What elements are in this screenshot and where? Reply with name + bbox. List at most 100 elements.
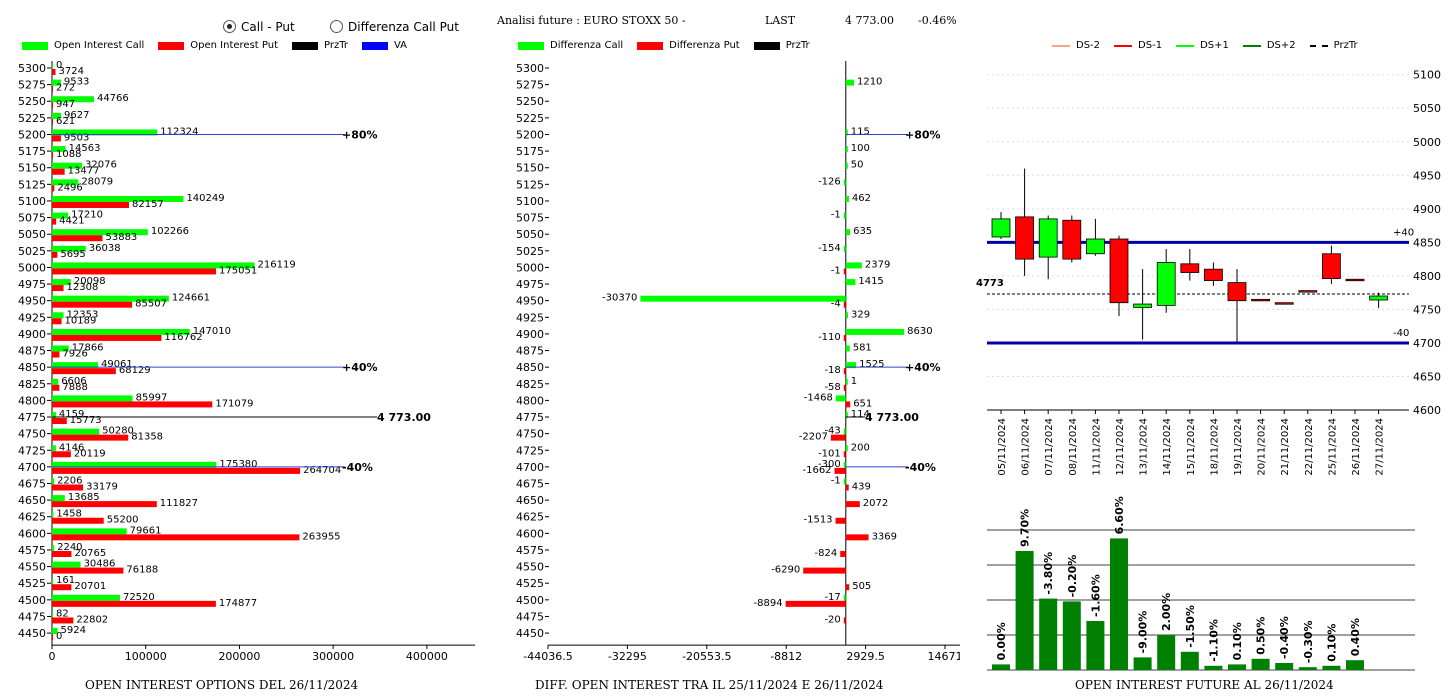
call-bar — [52, 445, 56, 452]
strike-label: 4475 — [516, 610, 544, 623]
future-oi-bar — [1204, 665, 1223, 670]
value-label: -1 — [831, 476, 841, 487]
put-bar — [52, 285, 64, 292]
candle-body — [991, 218, 1011, 238]
strike-label: 5175 — [18, 145, 46, 158]
strike-label: 5250 — [18, 95, 46, 108]
put-bar — [52, 567, 124, 574]
value-label: 81358 — [131, 432, 163, 443]
call-bar — [52, 594, 120, 601]
legend-label: Differenza Put — [669, 40, 740, 51]
strike-label: 4750 — [18, 428, 46, 441]
future-oi-label: -0.30% — [1302, 620, 1315, 663]
put-bar — [52, 69, 56, 75]
date-label: 11/11/2024 — [1091, 418, 1102, 476]
put-bar — [52, 102, 53, 109]
value-label: 216119 — [258, 259, 296, 270]
legend-item: PrzTr — [753, 40, 810, 51]
put-bar — [52, 218, 57, 225]
value-label: 6606 — [61, 376, 86, 387]
y-tick-label: 5050 — [1413, 102, 1441, 115]
value-label: 53883 — [105, 232, 137, 243]
call-bar — [52, 162, 83, 169]
value-label: 5924 — [61, 625, 86, 636]
value-label: 3724 — [58, 66, 83, 77]
legend-swatch — [292, 41, 318, 50]
y-tick-label: 4600 — [1413, 404, 1441, 417]
x-tick-label: -32295 — [608, 650, 647, 663]
call-bar — [52, 279, 71, 286]
strike-label: 4525 — [18, 577, 46, 590]
call-bar — [843, 245, 846, 252]
put-bar — [52, 484, 84, 491]
put-bar — [843, 334, 846, 341]
put-bar — [52, 368, 116, 375]
value-label: 12308 — [67, 282, 99, 293]
candle-body — [1133, 303, 1153, 308]
value-label: -1662 — [802, 465, 831, 476]
call-bar — [843, 428, 846, 435]
call-bar — [845, 328, 905, 335]
y-tick-label: 4800 — [1413, 270, 1441, 283]
value-label: 4146 — [59, 442, 84, 453]
date-label: 13/11/2024 — [1139, 418, 1150, 476]
value-label: 68129 — [119, 365, 151, 376]
call-bar — [52, 328, 190, 335]
value-label: 651 — [853, 398, 872, 409]
call-bar — [52, 428, 100, 435]
value-label: 115 — [851, 126, 870, 137]
future-oi-chart: 0.00% 9.70% -3.80% -0.20% -1.60% 6.60% -9.00% 2… — [987, 496, 1415, 671]
strike-label: 5200 — [18, 128, 46, 141]
value-label: 20765 — [74, 548, 106, 559]
strike-label: 4975 — [516, 278, 544, 291]
call-bar — [845, 279, 856, 286]
strike-label: 5225 — [516, 112, 544, 125]
call-bar — [845, 412, 848, 419]
value-label: 200 — [851, 442, 870, 453]
legend-label: DS+1 — [1200, 40, 1229, 51]
legend-left: Open Interest Call Open Interest Put PrzTr… — [22, 40, 421, 51]
value-label: 1415 — [858, 276, 883, 287]
legend-item: DS+1 — [1176, 40, 1229, 51]
legend-label: VA — [393, 40, 408, 51]
strike-label: 4625 — [18, 511, 46, 524]
legend-label: DS+2 — [1266, 40, 1296, 51]
call-bar — [52, 345, 69, 352]
put-bar — [52, 118, 53, 125]
value-label: 8630 — [907, 326, 932, 337]
date-label: 27/11/2024 — [1375, 418, 1386, 476]
strike-label: 4850 — [516, 361, 544, 374]
value-label: -154 — [818, 243, 841, 254]
value-label: 20119 — [74, 448, 106, 459]
value-label: 85507 — [135, 299, 167, 310]
last-value: 4 773.00 — [845, 14, 894, 27]
value-label: 635 — [853, 226, 872, 237]
va-label: +80% — [342, 128, 378, 141]
value-label: 114 — [851, 409, 870, 420]
value-label: 264704 — [303, 465, 341, 476]
future-oi-bar — [1062, 601, 1081, 670]
put-bar — [52, 351, 60, 358]
strike-label: 5100 — [516, 195, 544, 208]
radio-call-put[interactable]: Call - Put — [223, 16, 295, 35]
call-bar — [52, 495, 65, 502]
radio-call-put-indicator[interactable] — [223, 20, 236, 33]
value-label: -1468 — [804, 392, 833, 403]
legend-label: PrzTr — [324, 40, 348, 51]
candle-body — [1274, 302, 1294, 305]
value-label: 102266 — [151, 226, 189, 237]
future-oi-bar — [1015, 551, 1034, 670]
put-bar — [52, 550, 72, 557]
strike-label: 5075 — [516, 212, 544, 225]
value-label: 0 — [56, 631, 62, 642]
change-value: -0.46% — [918, 14, 957, 27]
value-label: 124661 — [172, 293, 210, 304]
radio-differenza[interactable]: Differenza Call Put — [330, 16, 459, 35]
call-bar — [845, 378, 848, 385]
y-tick-label: 4900 — [1413, 203, 1441, 216]
put-bar — [52, 501, 157, 508]
put-bar — [52, 185, 55, 192]
strike-label: 4600 — [516, 527, 544, 540]
put-bar — [840, 550, 846, 557]
radio-differenza-indicator[interactable] — [330, 20, 343, 33]
